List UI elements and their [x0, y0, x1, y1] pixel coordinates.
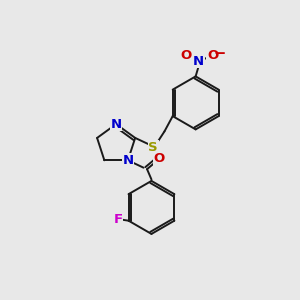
Text: S: S	[148, 141, 158, 154]
Text: F: F	[114, 213, 123, 226]
Text: O: O	[207, 49, 218, 62]
Text: N: N	[193, 55, 204, 68]
Text: N: N	[111, 118, 122, 130]
Text: −: −	[213, 46, 225, 61]
Text: O: O	[181, 49, 192, 62]
Text: N: N	[122, 154, 134, 167]
Text: O: O	[154, 152, 165, 165]
